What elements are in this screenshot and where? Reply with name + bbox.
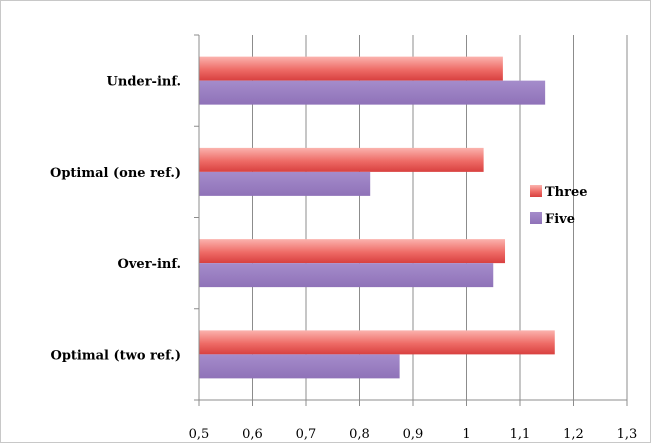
x-tick-label: 0,5	[189, 427, 210, 442]
bar-five	[199, 171, 371, 196]
legend-label-three: Three	[545, 185, 588, 200]
x-tick-label: 1	[462, 427, 470, 442]
x-tick-label: 1,2	[563, 427, 584, 442]
x-tick-label: 1,3	[617, 427, 638, 442]
x-tick-label: 0,9	[403, 427, 424, 442]
bar-five	[199, 263, 494, 288]
bar-three	[199, 56, 503, 81]
legend: Three Five	[530, 185, 588, 227]
legend-swatch-three	[530, 185, 542, 197]
bar-three	[199, 239, 506, 264]
x-tick-label: 0,6	[242, 427, 263, 442]
category-label: Under-inf.	[107, 75, 181, 90]
bar-layer	[199, 56, 555, 379]
category-label: Over-inf.	[118, 257, 181, 272]
axis-layer	[194, 34, 628, 406]
category-label: Optimal (two ref.)	[51, 348, 181, 363]
bar-five	[199, 80, 546, 105]
x-tick-label: 0,8	[349, 427, 370, 442]
label-layer: 0,5 0,6 0,7 0,8 0,9 1 1,1 1,2 1,3 Optimal (two re…	[50, 75, 637, 442]
x-tick-label: 0,7	[296, 427, 317, 442]
bar-three	[199, 147, 484, 172]
legend-swatch-five	[530, 212, 542, 224]
bar-three	[199, 330, 555, 355]
category-label: Optimal (one ref.)	[50, 166, 181, 181]
bar-five	[199, 354, 400, 379]
legend-label-five: Five	[545, 212, 575, 227]
x-tick-label: 1,1	[510, 427, 531, 442]
